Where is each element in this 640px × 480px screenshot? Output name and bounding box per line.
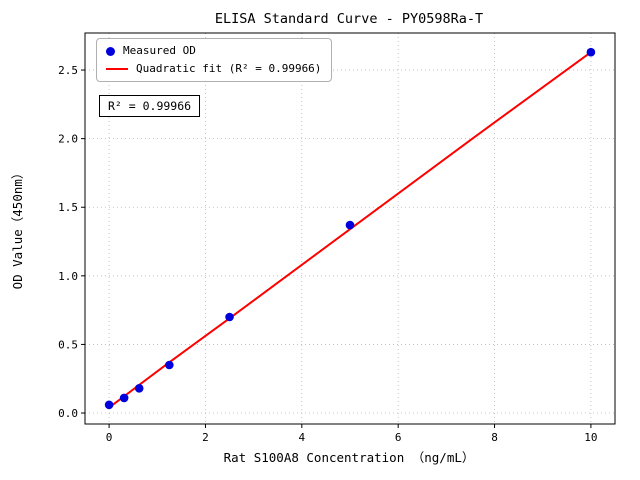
legend: Measured OD Quadratic fit (R² = 0.99966): [96, 38, 333, 83]
svg-text:1.0: 1.0: [58, 270, 78, 283]
svg-text:0: 0: [106, 431, 113, 444]
svg-text:10: 10: [584, 431, 597, 444]
svg-text:8: 8: [491, 431, 498, 444]
svg-text:2.0: 2.0: [58, 133, 78, 146]
scatter-marker-icon: [106, 46, 115, 56]
svg-text:1.5: 1.5: [58, 201, 78, 214]
r-squared-annotation: R² = 0.99966: [99, 95, 201, 117]
legend-label-measured-od: Measured OD: [123, 44, 196, 57]
svg-text:4: 4: [299, 431, 306, 444]
svg-text:0.0: 0.0: [58, 407, 78, 420]
y-axis-label: OD Value（450nm）: [10, 167, 25, 290]
legend-item-quadratic-fit: Quadratic fit (R² = 0.99966): [106, 62, 322, 76]
axes: 0 2 4 6 8 10 0.0 0.5 1.0 1.5 2.0 2.5: [58, 32, 616, 444]
chart-title: ELISA Standard Curve - PY0598Ra-T: [215, 11, 483, 27]
legend-item-measured-od: Measured OD: [106, 44, 321, 57]
line-marker-icon: [106, 68, 128, 71]
legend-label-quadratic-fit: Quadratic fit (R² = 0.99966): [136, 62, 322, 76]
plot-series: [104, 47, 596, 410]
svg-text:2: 2: [202, 431, 209, 444]
svg-text:6: 6: [395, 431, 402, 444]
x-axis-label: Rat S100A8 Concentration （ng/mL）: [224, 450, 475, 465]
svg-text:2.5: 2.5: [58, 64, 78, 77]
svg-text:0.5: 0.5: [58, 338, 78, 351]
